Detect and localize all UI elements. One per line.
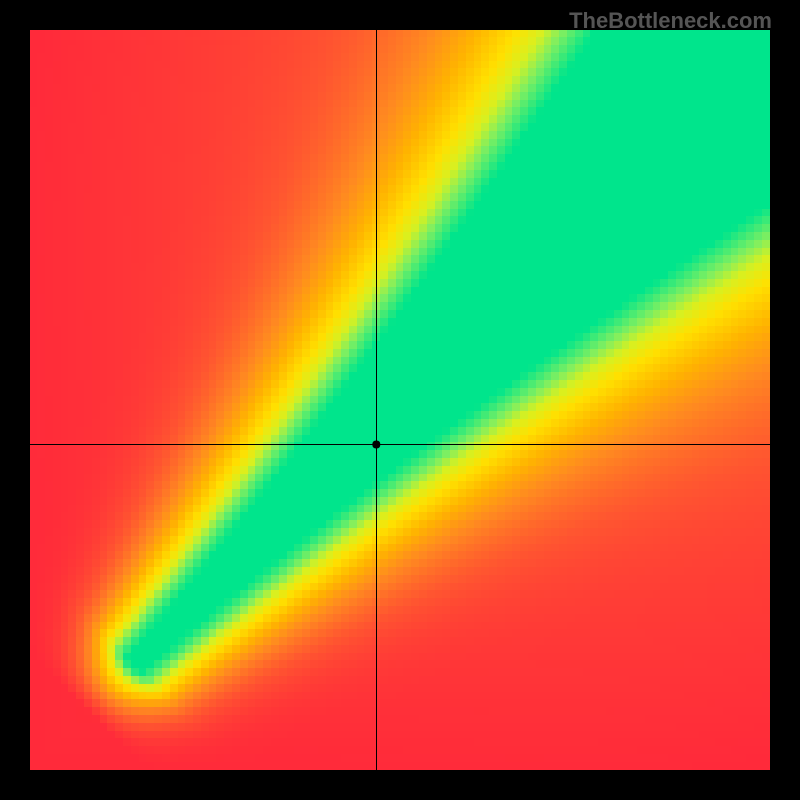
chart-frame: { "watermark": { "text": "TheBottleneck.… (0, 0, 800, 800)
crosshair-overlay (30, 30, 770, 770)
watermark-text: TheBottleneck.com (569, 8, 772, 34)
